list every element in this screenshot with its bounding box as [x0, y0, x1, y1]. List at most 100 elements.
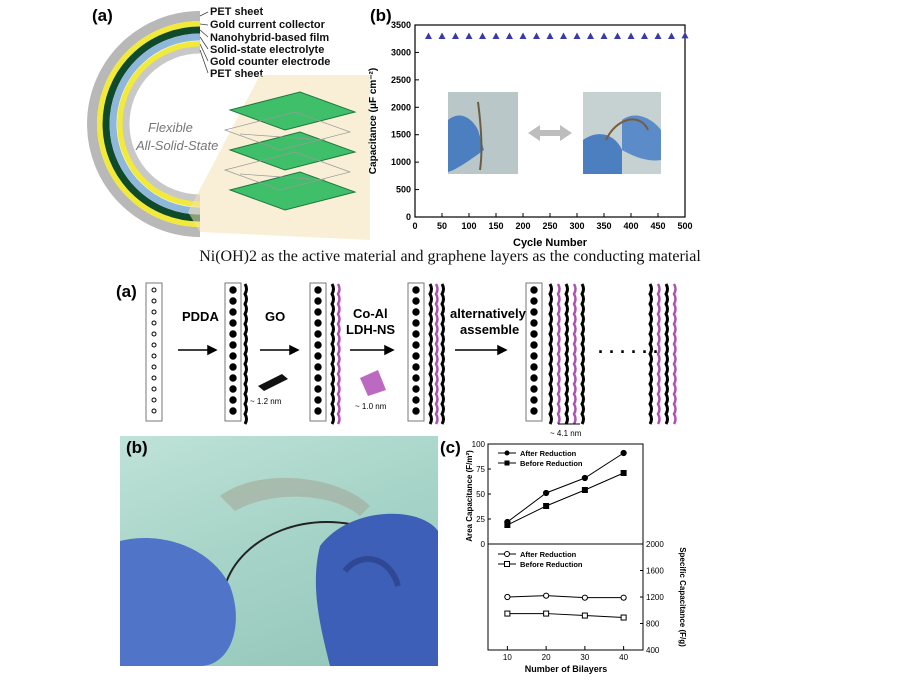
go-layer — [664, 283, 669, 425]
cycle-x-tick-label: 450 — [650, 221, 665, 231]
pdda-dot — [530, 374, 538, 382]
bilayer-x-label: Number of Bilayers — [525, 664, 608, 674]
specific-before-point — [620, 614, 627, 621]
pdda-dot — [314, 352, 322, 360]
cycle-data-point — [546, 32, 554, 39]
left-glove — [120, 538, 236, 666]
cycle-data-point — [560, 32, 567, 39]
step-pdda: PDDA — [182, 309, 219, 324]
cycle-x-tick-label: 400 — [623, 221, 638, 231]
cycle-x-tick-label: 250 — [542, 221, 557, 231]
pdda-dot — [530, 319, 538, 327]
area-before-point — [543, 503, 550, 509]
pdda-dot — [530, 297, 538, 305]
leader-lines — [199, 11, 209, 74]
ldh-layer — [656, 283, 661, 425]
pdda-dot — [229, 330, 237, 338]
cycle-data-point — [681, 31, 689, 39]
dim-bilayer: ~ 4.1 nm — [550, 429, 582, 438]
area-y-tick-label: 50 — [476, 490, 485, 499]
pdda-dot — [530, 407, 538, 415]
figure-caption: Ni(OH)2 as the active material and graph… — [199, 248, 701, 265]
right-glove — [315, 513, 438, 666]
pdda-dot — [314, 341, 322, 349]
go-layer — [330, 283, 335, 425]
pdda-dot — [412, 363, 420, 371]
cycle-data-point — [654, 32, 662, 39]
pdda-dot — [151, 309, 157, 315]
cycle-x-label: Cycle Number — [513, 237, 588, 249]
area-before-point — [620, 470, 627, 476]
layer-label-4: Solid-state electrolyte — [210, 44, 324, 56]
pdda-dot — [530, 341, 538, 349]
bilayer-plot-frame — [487, 443, 644, 651]
pdda-dot — [229, 308, 237, 316]
pdda-dot — [530, 352, 538, 360]
cycle-data-point — [614, 32, 621, 39]
electrolyte-arc — [109, 33, 201, 215]
bilayer-x-tick-label: 20 — [542, 653, 551, 662]
pdda-dot — [151, 342, 157, 348]
go-layer — [440, 283, 445, 425]
pdda-dot — [151, 375, 157, 381]
pdda-dot — [314, 308, 322, 316]
pdda-dot — [412, 319, 420, 327]
gold-collector-arc — [97, 21, 201, 227]
go-layer — [648, 283, 653, 425]
device-schematic: PET sheet Gold current collector Nanohyb… — [87, 6, 370, 240]
cycle-data-point — [438, 32, 446, 39]
assembly-schematic-panel: (a) PDDA GO Co-Al LDH-NS alternatively a… — [110, 278, 690, 438]
pdda-dot — [412, 341, 420, 349]
pdda-dot — [229, 341, 237, 349]
cycle-x-tick-label: 100 — [461, 221, 476, 231]
process-arrows — [178, 344, 508, 356]
substrate-1 — [145, 282, 163, 422]
layer-label-1: PET sheet — [210, 6, 264, 18]
pdda-dot — [151, 397, 157, 403]
legend-top-after: After Reduction — [520, 449, 577, 458]
pdda-dot — [530, 385, 538, 393]
step-ldh: LDH-NS — [346, 322, 395, 337]
area-after-point — [543, 489, 550, 497]
area-y-tick-label: 25 — [476, 515, 485, 524]
area-series-line — [507, 472, 624, 526]
pdda-dot — [151, 353, 157, 359]
area-y-tick-label: 0 — [481, 540, 486, 549]
bilayer-chart-panel: (c) 10 20 30 40 0 25 50 75 100 400 800 1200 1600 2000… — [436, 436, 687, 675]
pdda-dot — [530, 396, 538, 404]
pdda-dot — [151, 320, 157, 326]
specific-y-tick-label: 1200 — [646, 593, 664, 602]
pdda-dot — [151, 386, 157, 392]
cycle-data-point — [479, 32, 486, 39]
panel-label-b-bottom: (b) — [126, 438, 148, 457]
ldh-layer — [336, 283, 341, 425]
gold-counter-arc — [117, 41, 201, 207]
cycle-y-tick-label: 1500 — [391, 130, 411, 140]
cycle-chart-panel: (b) 0 50 100 150 200 250 300 350 400 450 500 0 500 10… — [360, 0, 700, 250]
cycle-y-tick-label: 500 — [396, 185, 411, 195]
cycle-y-label: Capacitance (μF cm⁻²) — [368, 68, 379, 174]
specific-before-point — [543, 610, 550, 617]
pet-sheet-outer-arc — [87, 11, 201, 237]
specific-after-point — [543, 592, 550, 599]
specific-before-point — [581, 612, 588, 619]
pdda-dot — [412, 352, 420, 360]
cycle-x-tick-label: 200 — [515, 221, 530, 231]
cycle-data-point — [573, 32, 581, 39]
area-y-tick-label: 75 — [476, 465, 485, 474]
cycle-x-tick-label: 350 — [596, 221, 611, 231]
area-after-point — [581, 474, 588, 482]
go-flake-icon — [258, 374, 288, 391]
pdda-dot — [530, 286, 538, 294]
pdda-dot — [412, 308, 420, 316]
specific-before-point — [504, 610, 511, 617]
specific-cap-label: Specific Capacitance (F/g) — [678, 547, 686, 647]
inset-photo-straight — [448, 92, 518, 174]
pdda-dot — [314, 286, 322, 294]
layer-label-6: PET sheet — [210, 68, 264, 80]
cycle-chart: 0 50 100 150 200 250 300 350 400 450 500 0 500 1000 15… — [368, 20, 693, 249]
pdda-dot — [151, 364, 157, 370]
pdda-dot — [229, 385, 237, 393]
substrate-2 — [224, 282, 242, 422]
